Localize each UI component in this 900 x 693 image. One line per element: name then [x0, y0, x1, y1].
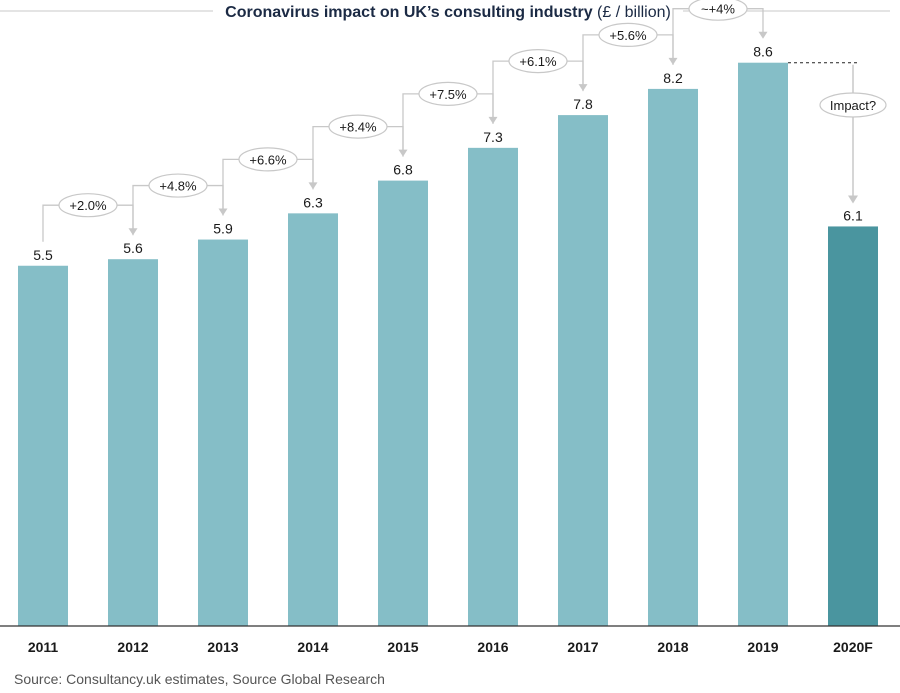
x-tick-2016: 2016 [477, 639, 508, 655]
value-label-2020F: 6.1 [843, 207, 863, 223]
growth-label-2012: +2.0% [69, 198, 107, 213]
value-labels: 5.5 5.6 5.9 6.3 6.8 7.3 7.8 8.2 8.6 6.1 [33, 44, 863, 263]
bar-2012 [108, 259, 158, 626]
growth-label-2018: +5.6% [609, 28, 647, 43]
x-tick-2014: 2014 [297, 639, 328, 655]
growth-label-2019: ~+4% [701, 2, 735, 17]
growth-bubble-2012 [58, 193, 118, 218]
value-label-2017: 7.8 [573, 96, 593, 112]
growth-label-2016: +7.5% [429, 87, 467, 102]
x-tick-2012: 2012 [117, 639, 148, 655]
value-label-2014: 6.3 [303, 194, 323, 210]
value-label-2016: 7.3 [483, 129, 503, 145]
chart-title: Coronavirus impact on UK’s consulting in… [225, 4, 671, 21]
value-label-2019: 8.6 [753, 44, 773, 60]
impact-arrowhead [848, 195, 858, 204]
bar-2011 [18, 265, 68, 626]
bar-2015 [378, 180, 428, 626]
growth-bubble-2019 [688, 0, 748, 21]
bar-2014 [288, 213, 338, 626]
growth-label-2014: +6.6% [249, 152, 287, 167]
value-label-2013: 5.9 [213, 221, 233, 237]
x-tick-2020F: 2020F [833, 639, 873, 655]
x-tick-2013: 2013 [207, 639, 238, 655]
impact-bubble [819, 92, 887, 118]
x-tick-2011: 2011 [28, 639, 59, 655]
x-tick-2019: 2019 [747, 639, 778, 655]
growth-label-2017: +6.1% [519, 54, 557, 69]
value-label-2012: 5.6 [123, 240, 143, 256]
growth-bubble-2015 [328, 114, 388, 139]
growth-bubble-2014 [238, 147, 298, 172]
bar-2019 [738, 62, 788, 626]
source-note: Source: Consultancy.uk estimates, Source… [14, 671, 385, 687]
x-tick-2015: 2015 [387, 639, 418, 655]
impact-label: Impact? [830, 98, 876, 113]
growth-bubble-2013 [148, 173, 208, 198]
x-tick-2017: 2017 [567, 639, 598, 655]
chart-title-unit: (£ / billion) [597, 4, 671, 21]
bar-2016 [468, 147, 518, 626]
x-tick-labels: 2011 2012 2013 2014 2015 2016 2017 2018 2019 2020… [28, 639, 873, 655]
value-label-2018: 8.2 [663, 70, 683, 86]
growth-bubble-2016 [418, 81, 478, 106]
growth-arrowhead-2019 [758, 31, 768, 39]
growth-label-2015: +8.4% [339, 120, 377, 135]
chart-title-main: Coronavirus impact on UK’s consulting in… [225, 4, 593, 21]
growth-label-2013: +4.8% [159, 179, 197, 194]
bar-2013 [198, 239, 248, 627]
growth-bubble-2017 [508, 48, 568, 74]
value-label-2011: 5.5 [33, 247, 53, 263]
x-tick-2018: 2018 [657, 639, 688, 655]
bar-2017 [558, 115, 608, 626]
bars [18, 62, 878, 627]
growth-bubble-2018 [598, 22, 658, 48]
growth-labels: +2.0% +4.8% +6.6% +8.4% +7.5% +6.1% +5.6% ~+4% [58, 0, 748, 218]
bar-2018 [648, 88, 698, 626]
impact-annotation: Impact? [788, 62, 887, 204]
value-label-2015: 6.8 [393, 162, 413, 178]
bar-2020F [828, 226, 878, 626]
